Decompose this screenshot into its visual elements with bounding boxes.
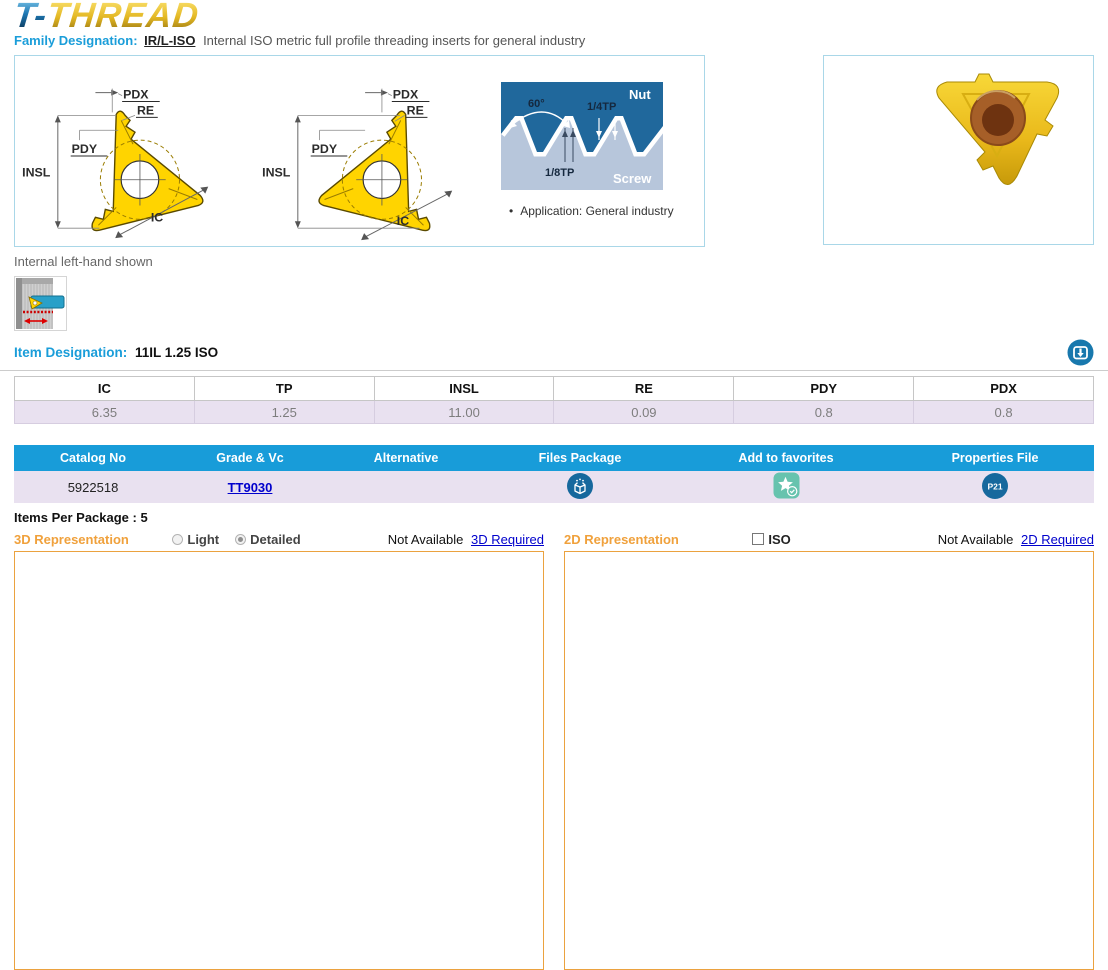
- viewport-2d: [564, 551, 1094, 970]
- parameters-table: IC TP INSL RE PDY PDX 6.35 1.25 11.00 0.…: [14, 376, 1094, 424]
- radio-detailed-label: Detailed: [250, 531, 301, 547]
- family-code-link[interactable]: IR/L-ISO: [144, 33, 196, 48]
- representation-2d-title: 2D Representation: [564, 531, 679, 547]
- catalog-header-files: Files Package: [484, 445, 676, 471]
- dim-label-ic: IC: [397, 214, 409, 228]
- thread-nut-label: Nut: [629, 87, 651, 102]
- thread-profile-diagram: Nut Screw 60° 1/4TP 1/8TP: [497, 82, 667, 190]
- t-thread-logo: T-THREAD: [12, 0, 201, 35]
- radio-light-label: Light: [187, 531, 220, 547]
- thread-angle-label: 60°: [528, 98, 545, 110]
- param-header-re: RE: [553, 376, 735, 401]
- properties-badge-label: P21: [987, 481, 1002, 491]
- add-to-favorites-button[interactable]: [773, 472, 800, 499]
- catalog-row: 5922518 TT9030: [14, 471, 1094, 503]
- catalog-header-properties: Properties File: [896, 445, 1094, 471]
- radio-light-control[interactable]: [172, 533, 184, 545]
- dim-label-re: RE: [137, 103, 154, 117]
- item-designation-line: Item Designation: 11IL 1.25 ISO: [14, 345, 218, 360]
- application-note: • Application: General industry: [501, 204, 691, 218]
- param-value-tp: 1.25: [193, 400, 375, 424]
- insert-drawing-back: INSL PDY PDX RE IC: [262, 88, 453, 241]
- insert-photo-panel: [823, 55, 1094, 245]
- thread-quartertp-label: 1/4TP: [587, 101, 616, 113]
- thread-screw-label: Screw: [613, 171, 652, 186]
- radio-light[interactable]: Light: [172, 532, 219, 547]
- orientation-caption: Internal left-hand shown: [14, 254, 153, 269]
- catalog-table: Catalog No Grade & Vc Alternative Files …: [14, 445, 1094, 503]
- checkbox-iso[interactable]: ISO: [752, 531, 791, 547]
- insert-diagram-panel: INSL PDY PDX RE IC: [14, 55, 705, 247]
- dim-label-pdx: PDX: [393, 88, 419, 102]
- representation-3d-title: 3D Representation: [14, 531, 129, 547]
- grade-link[interactable]: TT9030: [227, 479, 273, 495]
- representation-2d-section: 2D Representation ISO Not Available 2D R…: [564, 530, 1094, 970]
- dim-label-pdy: PDY: [312, 142, 338, 156]
- representation-3d-section: 3D Representation Light Detailed Not Ava…: [14, 530, 544, 970]
- dim-label-pdy: PDY: [72, 142, 98, 156]
- radio-detailed-control[interactable]: [235, 533, 247, 545]
- family-description: Internal ISO metric full profile threadi…: [203, 33, 586, 48]
- checkbox-iso-control[interactable]: [752, 533, 765, 545]
- dim-label-insl: INSL: [22, 166, 51, 180]
- param-values-row: 6.35 1.25 11.00 0.09 0.8 0.8: [14, 400, 1094, 424]
- family-designation-line: Family Designation: IR/L-ISO Internal IS…: [14, 33, 1108, 49]
- application-bullet: •: [509, 204, 514, 218]
- catalog-header-catalog-no: Catalog No: [14, 445, 172, 471]
- checkbox-iso-label: ISO: [768, 531, 791, 547]
- dim-label-pdx: PDX: [123, 88, 149, 102]
- item-designation-value: 11IL 1.25 ISO: [135, 345, 219, 360]
- catalog-no-cell: 5922518: [14, 471, 172, 503]
- param-header-pdy: PDY: [733, 376, 915, 401]
- application-text: Application: General industry: [520, 204, 674, 218]
- family-designation-label: Family Designation:: [14, 33, 138, 48]
- link-3d-required[interactable]: 3D Required: [471, 531, 544, 547]
- section-divider: [0, 370, 1108, 371]
- param-header-ic: IC: [14, 376, 195, 401]
- items-per-package-label: Items Per Package : 5: [14, 510, 148, 525]
- files-package-button[interactable]: [567, 472, 593, 499]
- link-2d-required[interactable]: 2D Required: [1020, 531, 1094, 547]
- param-header-tp: TP: [193, 376, 375, 401]
- dim-label-re: RE: [407, 103, 424, 117]
- dim-label-insl: INSL: [262, 166, 291, 180]
- param-value-pdy: 0.8: [733, 400, 915, 424]
- properties-file-button[interactable]: P21: [982, 472, 1008, 499]
- viewport-3d: [14, 551, 544, 970]
- download-button[interactable]: [1067, 339, 1094, 366]
- toolholder-thumbnail[interactable]: [14, 276, 67, 331]
- radio-detailed[interactable]: Detailed: [235, 532, 301, 547]
- catalog-header-grade: Grade & Vc: [172, 445, 328, 471]
- logo-t-part: T-: [12, 0, 49, 35]
- status-2d-not-available: Not Available: [937, 531, 1014, 547]
- catalog-header-favorites: Add to favorites: [676, 445, 896, 471]
- status-3d-not-available: Not Available: [387, 531, 464, 547]
- alternative-cell: [328, 471, 484, 503]
- param-value-pdx: 0.8: [913, 400, 1094, 424]
- logo-thread-part: THREAD: [45, 0, 201, 35]
- dim-label-ic: IC: [151, 210, 163, 224]
- insert-photo: [936, 73, 1060, 185]
- param-value-re: 0.09: [553, 400, 735, 424]
- param-value-insl: 11.00: [373, 400, 555, 424]
- param-header-insl: INSL: [373, 376, 555, 401]
- catalog-header-alternative: Alternative: [328, 445, 484, 471]
- item-designation-label: Item Designation:: [14, 345, 128, 360]
- param-value-ic: 6.35: [14, 400, 195, 424]
- insert-drawing-front: INSL PDY PDX RE IC: [22, 88, 209, 239]
- thread-eighthtp-label: 1/8TP: [545, 167, 574, 179]
- param-header-pdx: PDX: [913, 376, 1094, 401]
